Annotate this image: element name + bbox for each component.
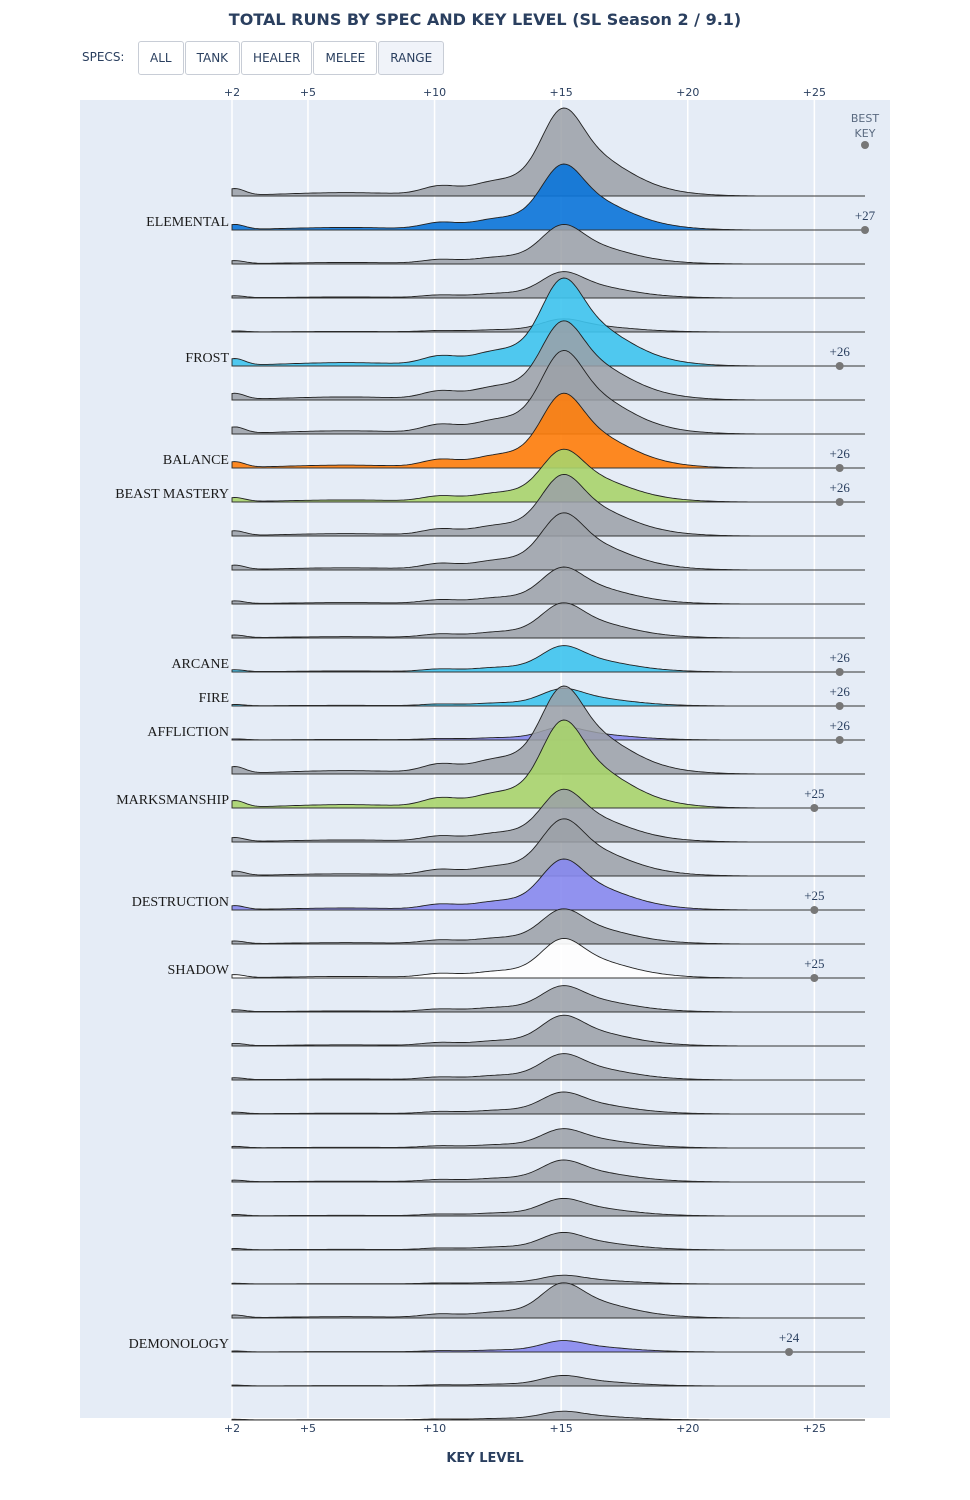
best-key-marker (810, 906, 819, 914)
best-key-marker (835, 464, 844, 472)
best-key-header-marker (861, 141, 869, 149)
spec-label: FROST (185, 351, 229, 366)
x-tick-label-bottom: +15 (550, 1422, 573, 1435)
best-key-label: +25 (804, 956, 824, 971)
ridge-row (231, 1274, 865, 1285)
spec-label: DESTRUCTION (132, 895, 229, 910)
best-key-label: +24 (779, 1330, 800, 1345)
filter-all-button[interactable]: ALL (138, 41, 184, 75)
ridge-row (231, 1374, 865, 1387)
ridge-shadow: SHADOW +25 (168, 937, 865, 982)
spec-label: ARCANE (171, 657, 229, 672)
best-key-marker (810, 804, 819, 812)
ridge-row (231, 223, 865, 265)
best-key-label: +26 (830, 344, 851, 359)
chart-title: TOTAL RUNS BY SPEC AND KEY LEVEL (SL Sea… (228, 10, 742, 29)
spec-label: DEMONOLOGY (129, 1337, 229, 1352)
filter-melee-button[interactable]: MELEE (313, 41, 378, 75)
best-key-label: +26 (830, 480, 851, 495)
best-key-marker (861, 226, 869, 234)
x-tick-label-top: +5 (300, 86, 316, 99)
ridge-row (231, 1014, 865, 1047)
ridge-row (231, 1410, 865, 1421)
best-key-marker (835, 498, 844, 506)
ridge-beast-mastery: BEAST MASTERY +26 (115, 448, 865, 506)
best-key-marker (835, 362, 844, 370)
ridge-row (231, 512, 865, 571)
x-tick-label-top: +15 (550, 86, 573, 99)
ridge-row (231, 1053, 865, 1081)
best-key-label: +27 (855, 208, 876, 223)
ridge-row (231, 1231, 865, 1251)
best-key-label: +26 (830, 446, 851, 461)
best-key-header: BEST (851, 112, 879, 125)
ridge-row (231, 602, 865, 639)
ridge-elemental: ELEMENTAL +27 (146, 163, 876, 234)
spec-label: MARKSMANSHIP (116, 793, 229, 808)
filter-healer-button[interactable]: HEALER (241, 41, 313, 75)
plot-background (80, 100, 890, 1418)
spec-label: SHADOW (168, 963, 230, 978)
specs-filter-label: SPECS: (82, 50, 125, 64)
best-key-marker (835, 702, 844, 710)
spec-label: FIRE (199, 691, 229, 706)
best-key-marker (785, 1348, 794, 1356)
ridge-row (231, 1159, 865, 1183)
best-key-label: +25 (804, 888, 824, 903)
best-key-label: +26 (830, 718, 851, 733)
spec-filter-bar: ALL TANK HEALER MELEE RANGE (138, 41, 445, 75)
ridge-row (231, 1128, 865, 1149)
ridge-row (231, 566, 865, 605)
x-tick-label-top: +20 (676, 86, 699, 99)
spec-label: AFFLICTION (147, 725, 229, 740)
x-tick-label-top: +25 (803, 86, 826, 99)
best-key-label: +25 (804, 786, 824, 801)
best-key-label: +26 (830, 684, 851, 699)
ridge-row (231, 1282, 865, 1319)
spec-label: BALANCE (163, 453, 229, 468)
best-key-label: +26 (830, 650, 851, 665)
filter-tank-button[interactable]: TANK (184, 41, 241, 75)
best-key-header: KEY (855, 127, 876, 140)
best-key-marker (835, 736, 844, 744)
ridge-balance: BALANCE +26 (163, 392, 865, 472)
ridge-demonology: DEMONOLOGY +24 (129, 1330, 865, 1356)
ridge-row (231, 1197, 865, 1217)
ridge-row (231, 985, 865, 1013)
x-tick-label-bottom: +2 (224, 1422, 240, 1435)
ridge-row (231, 908, 865, 945)
x-tick-label-bottom: +25 (803, 1422, 826, 1435)
filter-range-button[interactable]: RANGE (378, 41, 445, 75)
spec-label: BEAST MASTERY (115, 487, 229, 502)
ridge-destruction: DESTRUCTION +25 (132, 858, 865, 914)
ridge-arcane: ARCANE +26 (171, 645, 865, 676)
x-tick-label-bottom: +10 (423, 1422, 446, 1435)
ridge-row (231, 1091, 865, 1115)
x-tick-label-top: +2 (224, 86, 240, 99)
x-tick-label-bottom: +20 (676, 1422, 699, 1435)
best-key-marker (835, 668, 844, 676)
x-tick-label-bottom: +5 (300, 1422, 316, 1435)
best-key-marker (810, 974, 819, 982)
spec-label: ELEMENTAL (146, 215, 229, 230)
x-axis-title: KEY LEVEL (446, 1451, 523, 1466)
x-tick-label-top: +10 (423, 86, 446, 99)
